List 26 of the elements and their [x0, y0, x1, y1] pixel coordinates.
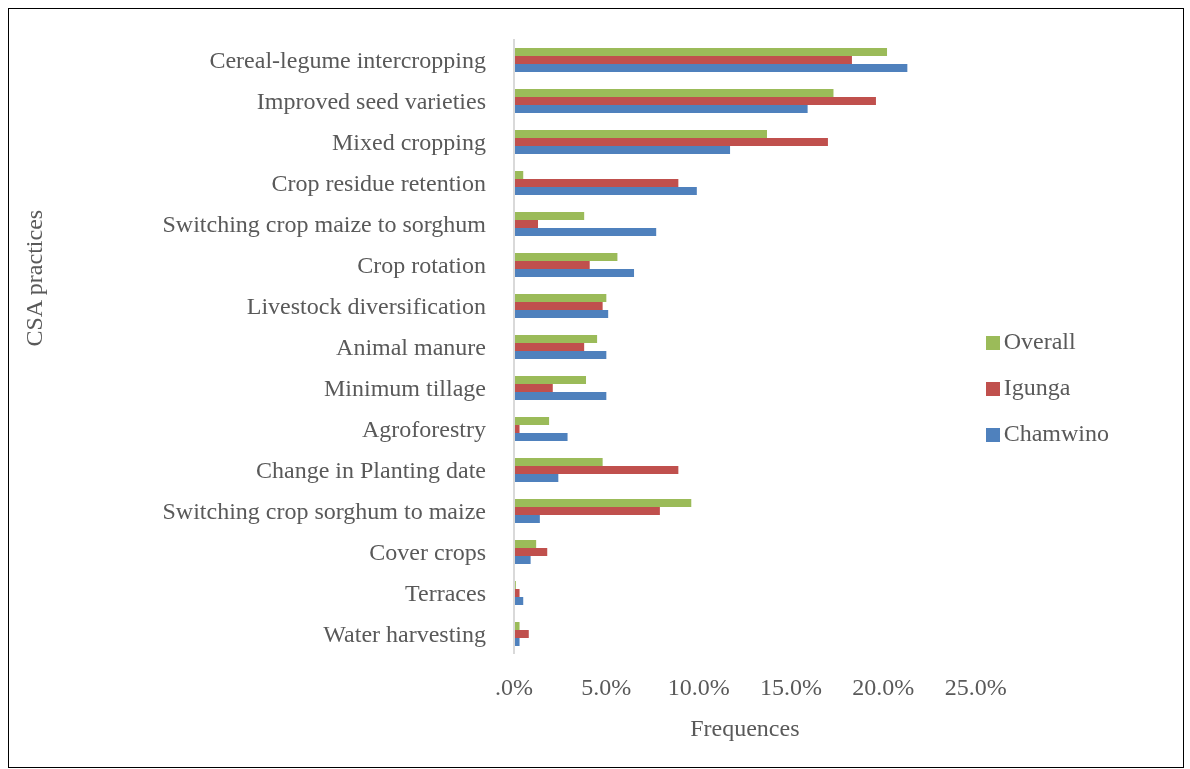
y-tick-label: Improved seed varieties — [256, 88, 486, 115]
x-tick-label: 20.0% — [852, 674, 915, 701]
x-tick-label: 10.0% — [667, 674, 730, 701]
y-tick-label: Switching crop sorghum to maize — [162, 498, 486, 525]
y-tick-label: Water harvesting — [323, 621, 486, 648]
legend-label: Overall — [1003, 327, 1076, 354]
x-tick-label: .0% — [495, 674, 533, 701]
y-tick-label: Mixed cropping — [332, 129, 486, 156]
y-tick-label: Switching crop maize to sorghum — [162, 211, 487, 238]
y-tick-label: Agroforestry — [362, 416, 486, 443]
x-tick-label: 15.0% — [760, 674, 822, 701]
y-axis-title: CSA practices — [20, 209, 47, 347]
y-tick-label: Cover crops — [369, 539, 486, 566]
legend-label: Igunga — [1003, 373, 1071, 400]
y-tick-label: Crop rotation — [357, 252, 486, 279]
x-axis-title: Frequences — [690, 715, 800, 741]
x-tick-label: 5.0% — [581, 674, 632, 701]
x-tick-label: 25.0% — [944, 674, 1007, 701]
y-tick-label: Livestock diversification — [246, 293, 486, 320]
legend-label: Chamwino — [1003, 419, 1109, 446]
y-tick-label: Change in Planting date — [256, 457, 486, 484]
y-tick-label: Minimum tillage — [324, 375, 486, 402]
y-tick-label: Cereal-legume intercropping — [209, 47, 486, 74]
y-tick-label: Crop residue retention — [271, 170, 486, 197]
y-tick-label: Animal manure — [336, 334, 486, 361]
y-tick-label: Terraces — [405, 580, 486, 607]
